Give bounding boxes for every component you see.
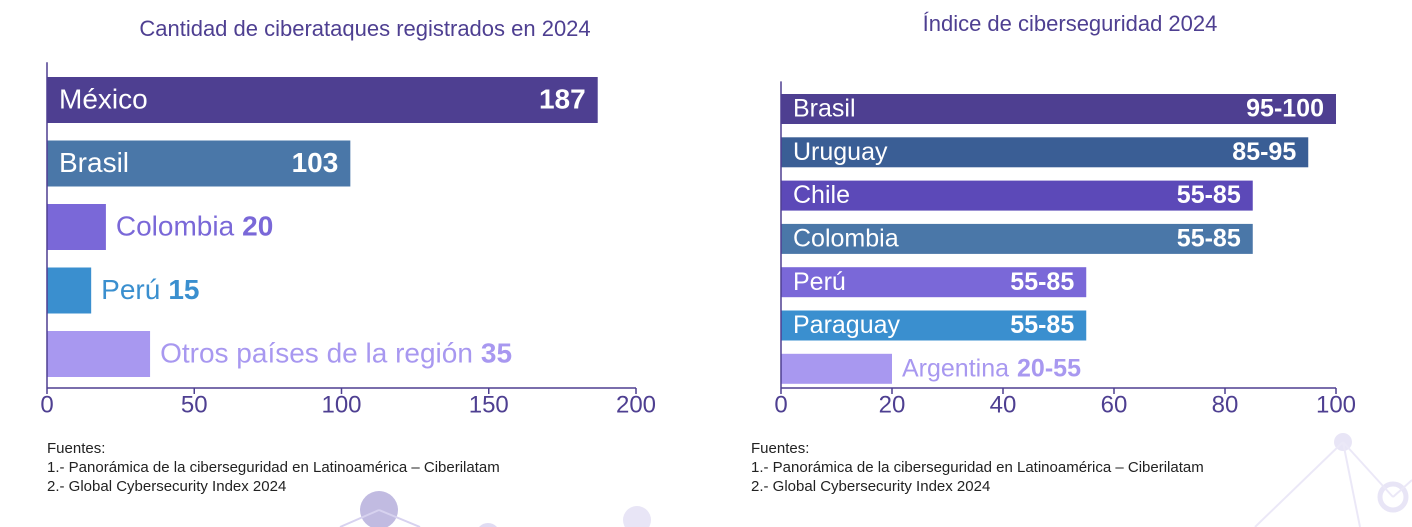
bar [47, 331, 151, 377]
bar [781, 137, 1309, 168]
bar-label: Chile [793, 181, 850, 209]
chart-title: Índice de ciberseguridad 2024 [923, 11, 1218, 36]
value-label: 55-85 [1177, 181, 1241, 209]
bar-label: Perú [793, 268, 846, 296]
bar-label: Otros países de la región [160, 337, 473, 368]
value-label: 85-95 [1232, 138, 1296, 166]
x-tick-label: 20 [879, 391, 906, 418]
bar [781, 94, 1336, 124]
x-tick-label: 100 [1316, 391, 1356, 418]
bar-label: Paraguay [793, 311, 901, 339]
value-label: 20 [242, 210, 273, 241]
bar-label: Brasil [59, 147, 129, 178]
value-label: 20-55 [1017, 354, 1081, 382]
source-note: 1.- Panorámica de la ciberseguridad en L… [47, 459, 500, 476]
bar [781, 353, 892, 384]
value-label: 15 [168, 274, 199, 305]
source-note: 2.- Global Cybersecurity Index 2024 [47, 478, 286, 495]
x-tick-label: 100 [321, 391, 361, 418]
bar [781, 180, 1253, 211]
value-label: 55-85 [1177, 225, 1241, 253]
value-label: 95-100 [1246, 95, 1324, 123]
bar-label: Colombia [793, 225, 899, 253]
x-tick-label: 60 [1101, 391, 1128, 418]
source-note: 2.- Global Cybersecurity Index 2024 [751, 478, 990, 495]
bar [47, 204, 106, 250]
x-tick-label: 80 [1212, 391, 1239, 418]
bar [47, 140, 351, 187]
chart-title: Cantidad de ciberataques registrados en … [139, 16, 590, 41]
bar-label: México [59, 83, 148, 114]
bar-label: Argentina [902, 354, 1009, 382]
bar [781, 267, 1087, 298]
value-label: 55-85 [1010, 311, 1074, 339]
bar-label: Perú [101, 274, 160, 305]
source-note: Fuentes: [47, 440, 105, 457]
source-note: Fuentes: [751, 440, 809, 457]
value-label: 35 [481, 337, 512, 368]
decoration [339, 433, 1412, 527]
x-tick-label: 40 [990, 391, 1017, 418]
bar-label: Brasil [793, 95, 856, 123]
bar-label: Colombia [116, 210, 235, 241]
value-label: 187 [539, 83, 586, 114]
bar-label: Uruguay [793, 138, 888, 166]
x-tick-label: 150 [469, 391, 509, 418]
x-tick-label: 200 [616, 391, 656, 418]
x-tick-label: 0 [774, 391, 787, 418]
value-label: 103 [292, 147, 339, 178]
x-tick-label: 50 [181, 391, 208, 418]
x-tick-label: 0 [40, 391, 53, 418]
source-note: 1.- Panorámica de la ciberseguridad en L… [751, 459, 1204, 476]
bar [47, 77, 598, 123]
bar [781, 310, 1087, 341]
bar [47, 267, 92, 314]
bar [781, 223, 1253, 254]
value-label: 55-85 [1010, 268, 1074, 296]
